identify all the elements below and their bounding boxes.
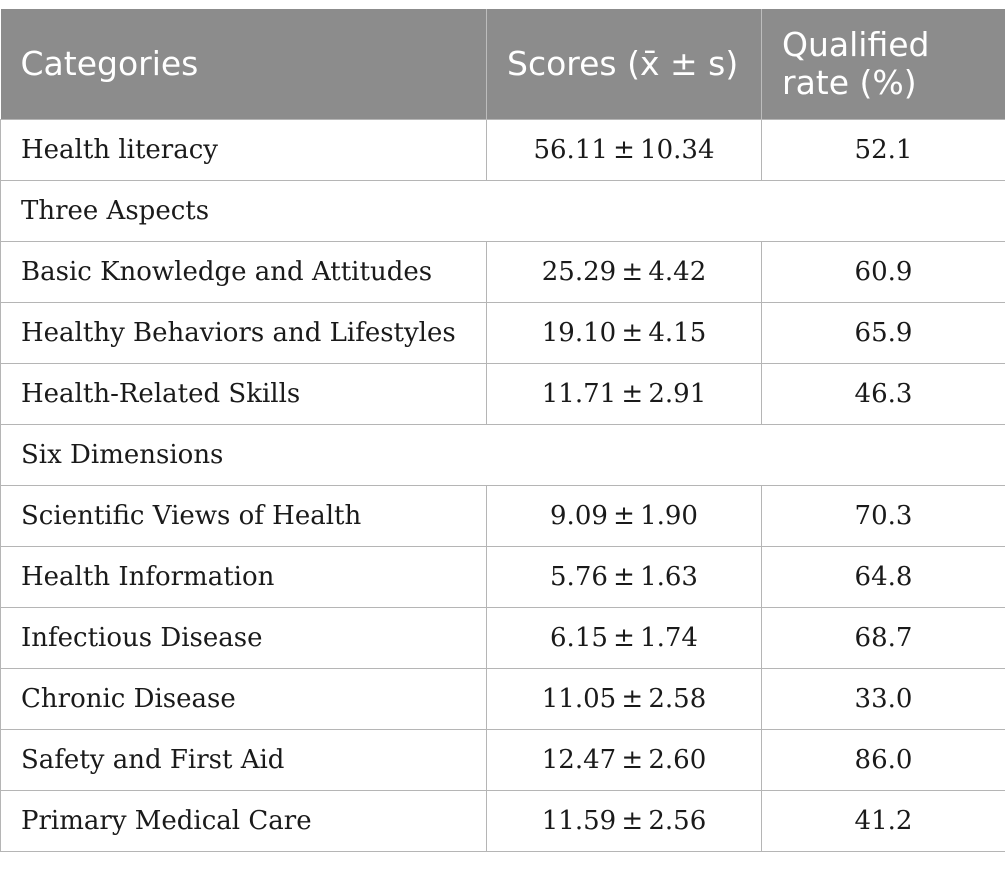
qualified-rate-cell: 86.0 [761, 728, 1005, 790]
category-cell: Health Information [0, 545, 487, 607]
table-row: Basic Knowledge and Attitudes 25.29 ± 4.4… [0, 240, 1005, 302]
qualified-rate-cell: 46.3 [761, 362, 1005, 424]
score-cell: 19.10 ± 4.15 [486, 301, 762, 363]
table-header: Categories Scores (x̄ ± s) Qualified rat… [0, 9, 1005, 119]
category-cell: Primary Medical Care [0, 789, 487, 852]
section-label: Three Aspects [0, 179, 1005, 241]
qualified-rate-cell: 70.3 [761, 484, 1005, 546]
health-literacy-table: Categories Scores (x̄ ± s) Qualified rat… [0, 9, 1005, 852]
qualified-rate-cell: 52.1 [761, 118, 1005, 180]
score-cell: 11.05 ± 2.58 [486, 667, 762, 729]
table-row: Chronic Disease 11.05 ± 2.58 33.0 [0, 667, 1005, 729]
header-qualified-line1: Qualified [782, 24, 930, 64]
section-row: Three Aspects [0, 179, 1005, 241]
category-cell: Infectious Disease [0, 606, 487, 668]
header-scores: Scores (x̄ ± s) [486, 9, 762, 119]
table-row: Healthy Behaviors and Lifestyles 19.10 ± … [0, 301, 1005, 363]
score-cell: 9.09 ± 1.90 [486, 484, 762, 546]
qualified-rate-cell: 33.0 [761, 667, 1005, 729]
header-qualified-line2: rate (%) [782, 62, 917, 102]
header-row: Categories Scores (x̄ ± s) Qualified rat… [0, 9, 1005, 119]
qualified-rate-cell: 64.8 [761, 545, 1005, 607]
score-cell: 5.76 ± 1.63 [486, 545, 762, 607]
category-cell: Healthy Behaviors and Lifestyles [0, 301, 487, 363]
score-cell: 25.29 ± 4.42 [486, 240, 762, 302]
table-row: Safety and First Aid 12.47 ± 2.60 86.0 [0, 728, 1005, 790]
table-row: Infectious Disease 6.15 ± 1.74 68.7 [0, 606, 1005, 668]
category-cell: Safety and First Aid [0, 728, 487, 790]
section-label: Six Dimensions [0, 423, 1005, 485]
header-categories: Categories [0, 9, 487, 119]
category-cell: Basic Knowledge and Attitudes [0, 240, 487, 302]
table-body: Health literacy 56.11 ± 10.34 52.1 Three As… [0, 118, 1005, 852]
score-cell: 6.15 ± 1.74 [486, 606, 762, 668]
qualified-rate-cell: 65.9 [761, 301, 1005, 363]
qualified-rate-cell: 41.2 [761, 789, 1005, 852]
category-cell: Health literacy [0, 118, 487, 180]
category-cell: Chronic Disease [0, 667, 487, 729]
header-qualified-rate: Qualified rate (%) [761, 9, 1005, 119]
table-row: Scientific Views of Health 9.09 ± 1.90 70.… [0, 484, 1005, 546]
category-cell: Health-Related Skills [0, 362, 487, 424]
table-row: Health literacy 56.11 ± 10.34 52.1 [0, 118, 1005, 180]
score-cell: 11.71 ± 2.91 [486, 362, 762, 424]
score-cell: 56.11 ± 10.34 [486, 118, 762, 180]
table-row: Health-Related Skills 11.71 ± 2.91 46.3 [0, 362, 1005, 424]
score-cell: 11.59 ± 2.56 [486, 789, 762, 852]
qualified-rate-cell: 68.7 [761, 606, 1005, 668]
category-cell: Scientific Views of Health [0, 484, 487, 546]
score-cell: 12.47 ± 2.60 [486, 728, 762, 790]
table-row: Primary Medical Care 11.59 ± 2.56 41.2 [0, 789, 1005, 852]
section-row: Six Dimensions [0, 423, 1005, 485]
table-row: Health Information 5.76 ± 1.63 64.8 [0, 545, 1005, 607]
qualified-rate-cell: 60.9 [761, 240, 1005, 302]
